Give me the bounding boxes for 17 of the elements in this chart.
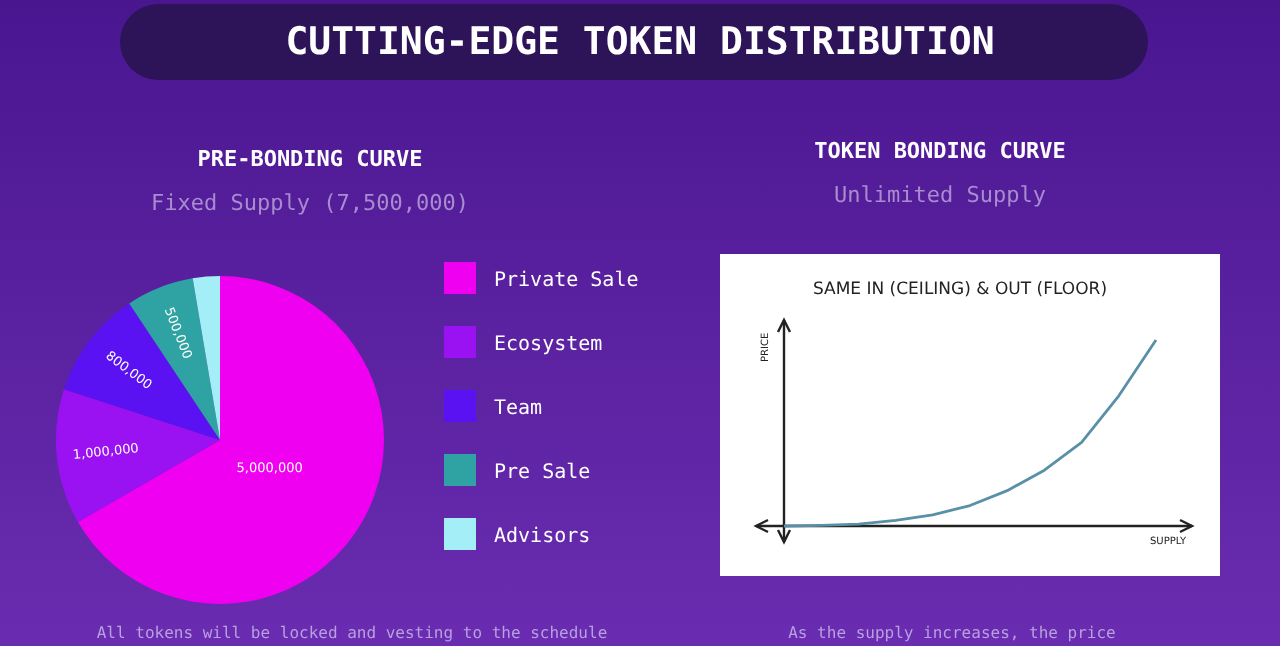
legend-label: Private Sale xyxy=(494,270,639,292)
chart-title: TOKEN BONDING CURVE xyxy=(814,138,1066,164)
text: All tokens will be locked and vesting to the schedule xyxy=(96,624,608,642)
legend-label: Pre Sale xyxy=(494,462,591,484)
legend-label: Advisors xyxy=(494,526,591,548)
text: CUTTING-EDGE TOKEN DISTRIBUTION xyxy=(285,20,995,64)
chart-subtitle: Unlimited Supply xyxy=(834,182,1047,208)
pie-slice xyxy=(56,389,220,522)
text: SAME IN (CEILING) & OUT (FLOOR) xyxy=(812,280,1108,300)
text: As the supply increases, the price xyxy=(788,624,1117,642)
chart-subtitle: Fixed Supply (7,500,000) xyxy=(151,190,469,216)
pie-slice xyxy=(192,276,220,440)
legend-label: Ecosystem xyxy=(494,334,603,356)
chart-title: PRE-BONDING CURVE xyxy=(197,146,423,172)
pie-slice xyxy=(64,303,220,440)
pie-slice xyxy=(77,276,384,604)
legend-label: Team xyxy=(494,398,543,420)
